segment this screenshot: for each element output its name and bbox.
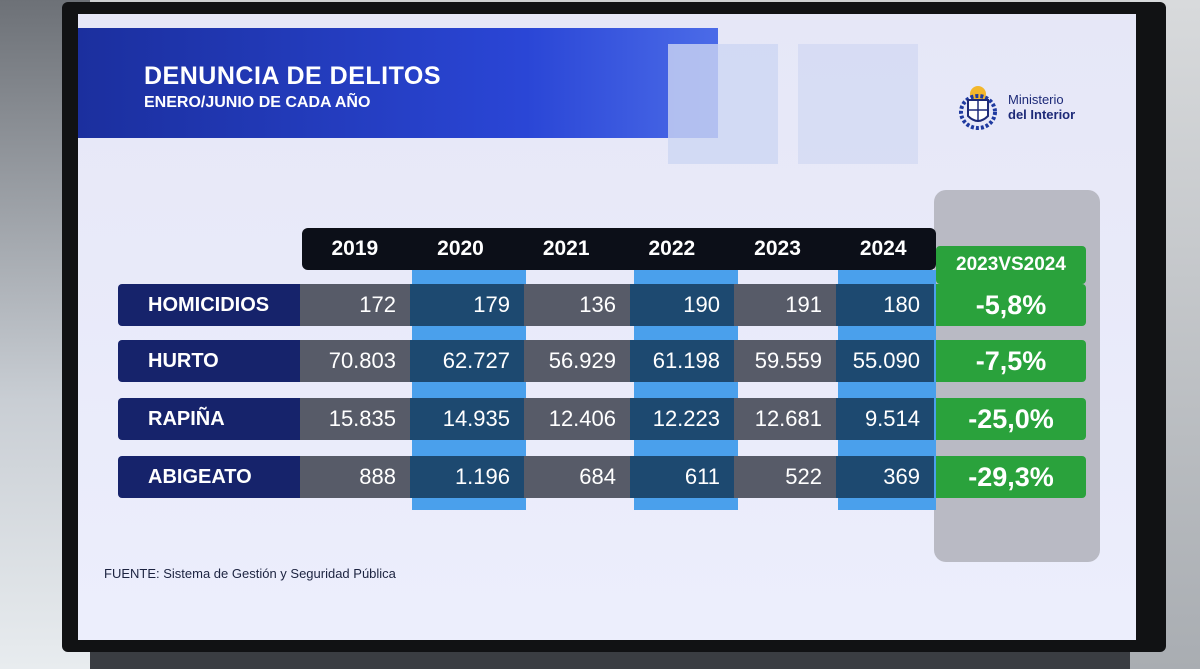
change-cell: -25,0% (936, 398, 1086, 440)
year-header: 2019 2020 2021 2022 2023 2024 (302, 228, 936, 270)
table-cell: 70.803 (300, 340, 410, 382)
ministry-name: Ministerio del Interior (1008, 92, 1075, 122)
row-label: ABIGEATO (118, 456, 300, 498)
year-header-cell: 2021 (542, 237, 590, 260)
change-cell: -7,5% (936, 340, 1086, 382)
table-cell: 522 (734, 456, 836, 498)
table-cell: 180 (836, 284, 934, 326)
table-cell: 1.196 (410, 456, 524, 498)
table-cell: 62.727 (410, 340, 524, 382)
table-cell: 55.090 (836, 340, 934, 382)
table-cell: 684 (524, 456, 630, 498)
logo-line2: del Interior (1008, 107, 1076, 122)
table-cell: 12.406 (524, 398, 630, 440)
row-label: RAPIÑA (118, 398, 300, 440)
table-cell: 136 (524, 284, 630, 326)
table-cell: 611 (630, 456, 734, 498)
table-cell: 56.929 (524, 340, 630, 382)
table-cell: 369 (836, 456, 934, 498)
table-cell: 61.198 (630, 340, 734, 382)
year-header-cell: 2019 (331, 237, 379, 260)
slide-title: DENUNCIA DE DELITOS (144, 62, 442, 90)
table-row: ABIGEATO 888 1.196 684 611 522 369 -29,3% (118, 456, 1086, 498)
table-row: RAPIÑA 15.835 14.935 12.406 12.223 12.681 9.51… (118, 398, 1086, 440)
year-header-cell: 2024 (859, 237, 907, 260)
coat-of-arms-icon (959, 86, 997, 130)
row-label: HURTO (118, 340, 300, 382)
table-cell: 14.935 (410, 398, 524, 440)
table-row: HOMICIDIOS 172 179 136 190 191 180 -5,8% (118, 284, 1086, 326)
table-cell: 59.559 (734, 340, 836, 382)
table-cell: 190 (630, 284, 734, 326)
slide: DENUNCIA DE DELITOS ENERO/JUNIO DE CADA … (78, 14, 1136, 640)
source-note: FUENTE: Sistema de Gestión y Seguridad P… (104, 566, 396, 581)
table-cell: 12.681 (734, 398, 836, 440)
tv-monitor: DENUNCIA DE DELITOS ENERO/JUNIO DE CADA … (62, 2, 1166, 652)
table-row: HURTO 70.803 62.727 56.929 61.198 59.559 55.09… (118, 340, 1086, 382)
year-header-cell: 2022 (648, 237, 696, 260)
title-banner (78, 28, 718, 138)
decor-shape (668, 44, 778, 164)
table-cell: 179 (410, 284, 524, 326)
decor-shape (798, 44, 918, 164)
logo-line1: Ministerio (1008, 92, 1064, 107)
table-cell: 191 (734, 284, 836, 326)
table-cell: 9.514 (836, 398, 934, 440)
table-cell: 888 (300, 456, 410, 498)
ministry-logo: Ministerio del Interior (958, 84, 1075, 130)
change-cell: -29,3% (936, 456, 1086, 498)
year-header-cell: 2020 (437, 237, 484, 260)
row-label: HOMICIDIOS (118, 284, 300, 326)
change-header: 2023VS2024 (936, 246, 1086, 284)
table-cell: 12.223 (630, 398, 734, 440)
table-cell: 15.835 (300, 398, 410, 440)
year-header-cell: 2023 (754, 237, 801, 260)
table-cell: 172 (300, 284, 410, 326)
slide-subtitle: ENERO/JUNIO DE CADA AÑO (144, 94, 371, 111)
change-cell: -5,8% (936, 284, 1086, 326)
